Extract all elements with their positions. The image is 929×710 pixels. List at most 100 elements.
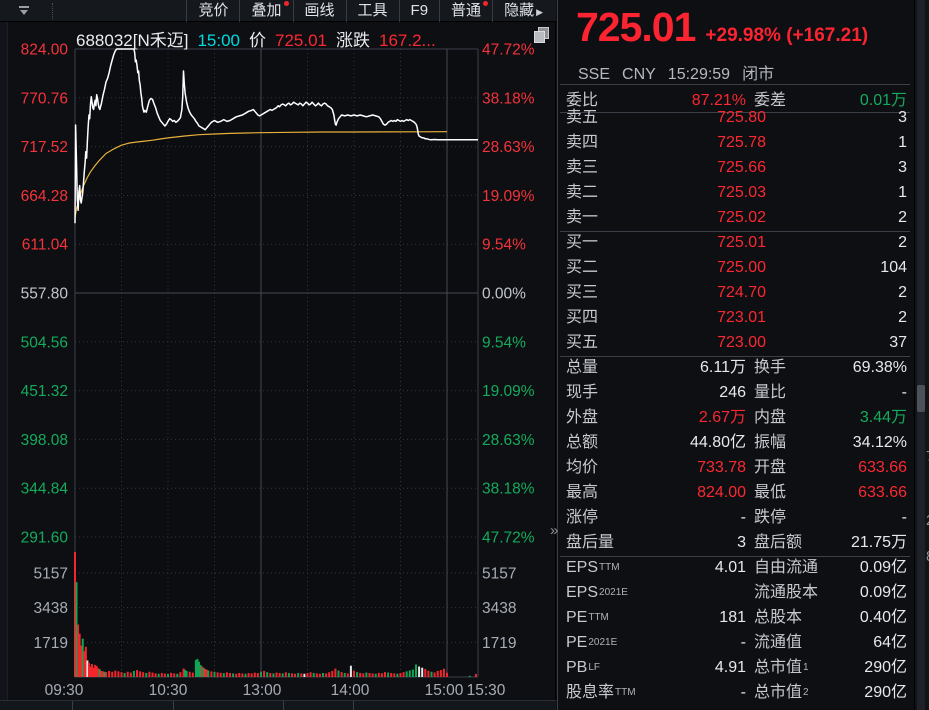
toolbar-item-竞价[interactable]: 竞价 [186,0,239,22]
fin-label: 总市值 1 [754,656,809,680]
stat-label: 量比 [754,384,787,401]
volume-bar [105,672,107,677]
filter-icon[interactable] [16,3,36,19]
pct-tick-label: 9.54% [482,334,526,351]
copy-pages-icon[interactable] [534,27,551,45]
weibi-row: 委比 87.21% 委差 0.01万 [566,89,907,113]
ask-row[interactable]: 卖二 725.03 1 [566,181,907,205]
intraday-chart[interactable]: 824.00 770.76 717.52 664.28 611.04 557.80 504.… [0,22,556,700]
submenu-arrow-icon: ▶ [536,7,543,17]
bid-row[interactable]: 买五 723.00 37 [566,331,907,355]
stat-label: 外盘 [566,409,599,426]
volume-bar [205,669,208,677]
toolbar-item-F9[interactable]: F9 [398,0,440,22]
stat-label: 现手 [566,384,599,401]
volume-bar [136,670,138,677]
volume-bar [235,673,238,677]
scrollbar-thumb[interactable] [917,385,925,412]
stat-value: - [901,384,907,401]
volume-tick-label: 3438 [34,600,68,617]
label-superscript: 2021E [599,587,628,598]
exchange: SSE [578,66,611,83]
time-axis-label: 15:00 [425,682,464,699]
ask-row[interactable]: 卖五 725.80 3 [566,106,907,130]
toolbar-item-工具[interactable]: 工具 [345,0,399,22]
volume-bar [108,670,111,677]
volume-bar [117,671,120,677]
volume-bar [349,665,352,677]
time-axis-label: 15:30 [467,682,506,699]
volume-bar [439,670,442,677]
volume-bar [170,672,173,677]
bid-row[interactable]: 买一 725.01 2 [566,231,907,255]
volume-bar [263,670,266,677]
volume-bar [421,667,424,677]
volume-bar [331,670,334,677]
volume-bar [201,666,204,677]
bid-qty: 104 [880,259,907,276]
toolbar-item-叠加[interactable]: 叠加 [239,0,292,22]
scrollbar-track[interactable] [917,0,925,710]
volume-bar [300,673,303,677]
volume-bar [216,672,219,677]
ask-row[interactable]: 卖一 725.02 2 [566,206,907,230]
volume-bar [374,673,377,677]
volume-tick-label: 5157 [482,566,516,583]
toolbar-item-普通[interactable]: 普通 [439,0,492,22]
fin-label: PE 2021E [566,631,617,655]
stat-value: 2.67万 [698,409,746,426]
volume-bar [74,552,76,677]
ask-level-label: 卖五 [566,109,599,126]
price-tick-label: 504.56 [21,334,68,351]
panel-expander-icon[interactable]: » [550,522,559,539]
ask-row[interactable]: 卖四 725.78 1 [566,131,907,155]
volume-bar [405,671,408,677]
toolbar-item-隐藏[interactable]: 隐藏 ▶ [492,0,554,22]
volume-bar [202,667,205,677]
fin-label: 股息率 TTM [566,681,636,705]
ask-row[interactable]: 卖三 725.66 3 [566,156,907,180]
bid-qty: 2 [898,284,907,301]
volume-bar [157,673,160,677]
chart-header: 688032[N禾迈] 15:00 价 725.01 涨跌 167.2... [76,26,445,50]
volume-bar [103,671,106,677]
volume-bar [446,672,448,677]
ask-level-label: 卖一 [566,209,599,226]
fin-value: - [740,634,746,651]
volume-bar [80,645,83,677]
toolbar-item-label: 普通 [451,2,482,19]
volume-bar [371,673,374,677]
bid-row[interactable]: 买二 725.00 104 [566,256,907,280]
stat-value: 246 [719,384,746,401]
panel-divider [560,356,910,357]
stat-value: - [740,509,746,526]
panel-divider [560,556,910,557]
volume-bar [359,672,362,677]
toolbar-item-画线[interactable]: 画线 [292,0,346,22]
stat-value: 633.66 [858,459,907,476]
bid-price: 724.70 [717,284,766,301]
volume-bar [343,672,346,677]
volume-bar [173,673,176,677]
volume-bar [160,672,163,677]
volume-bar [132,670,135,677]
volume-bar [337,670,340,677]
bid-row[interactable]: 买三 724.70 2 [566,281,907,305]
volume-bar [365,672,368,677]
label-superscript: 1 [803,662,809,673]
volume-bar [97,668,100,677]
weibi-label: 委比 [566,92,599,109]
volume-bar [312,672,315,677]
stat-row: 现手 246 量比 - [566,381,907,405]
volume-bar [353,670,355,677]
volume-bar [91,664,94,677]
bid-row[interactable]: 买四 723.01 2 [566,306,907,330]
bid-qty: 2 [898,309,907,326]
stat-value: - [901,509,907,526]
financial-row: PE 2021E - 流通值 64亿 [566,631,907,655]
fin-label: PB LF [566,656,600,680]
volume-bar [232,673,235,677]
volume-bar [384,672,386,677]
volume-bar [402,672,405,677]
